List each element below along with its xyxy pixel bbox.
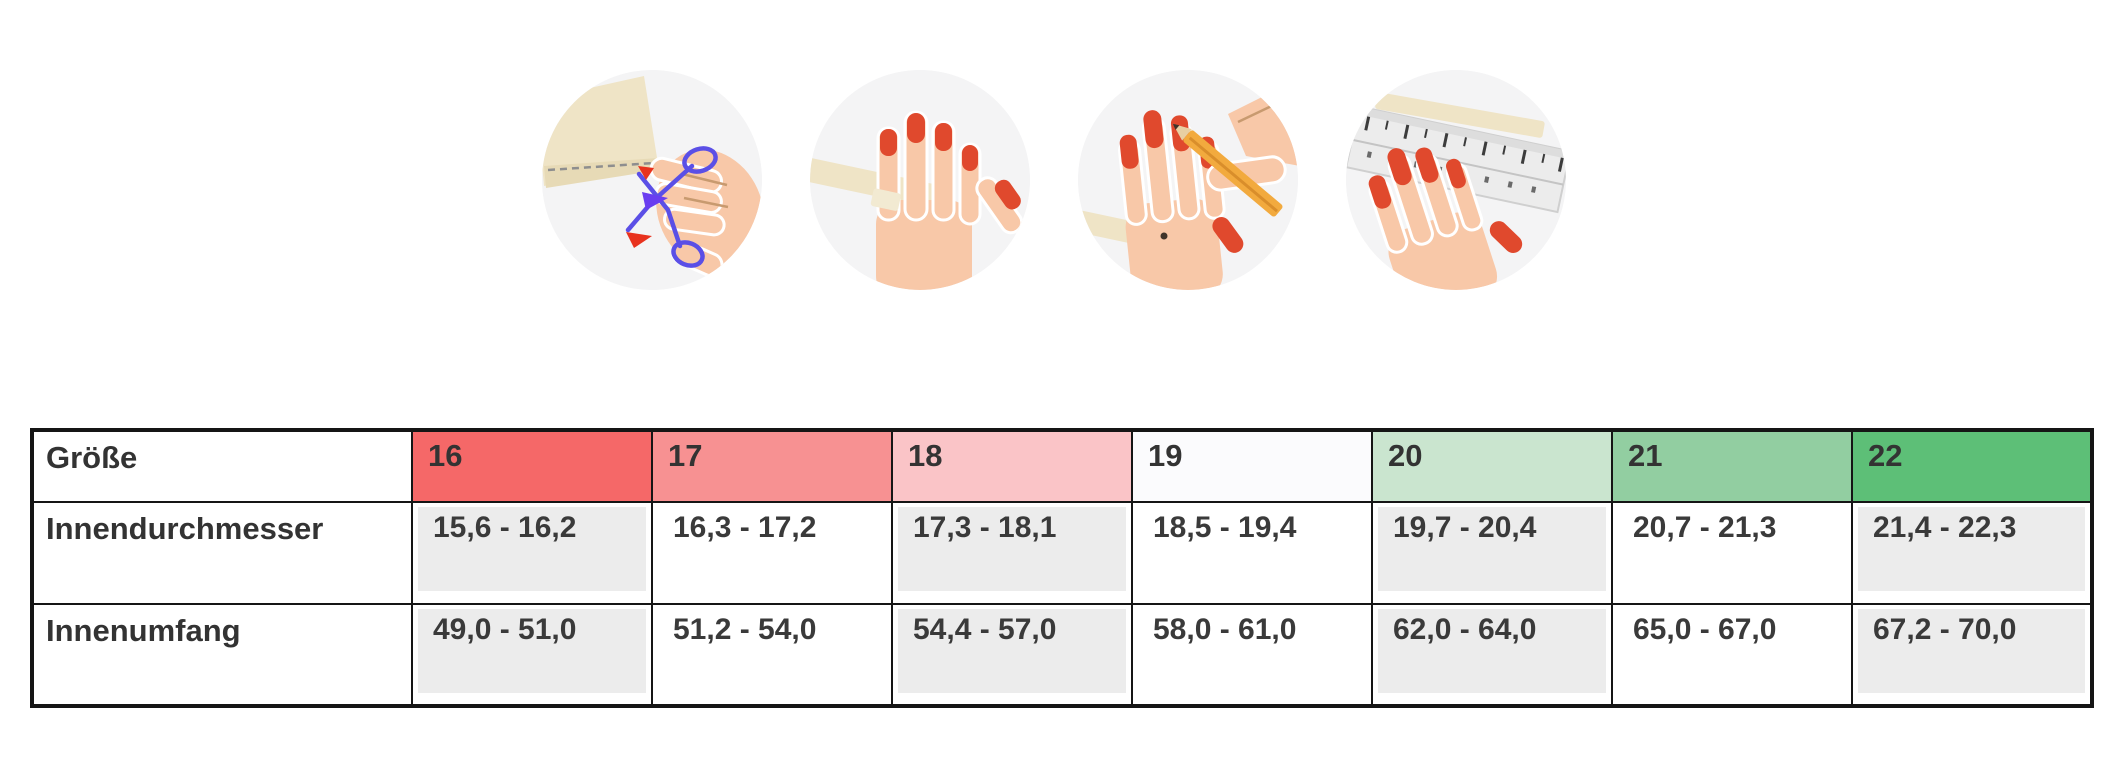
step-measure-strip: [1346, 70, 1566, 290]
pencil-mark-strip-icon: [1078, 70, 1298, 290]
diameter-value-20: 19,7 - 20,4: [1378, 507, 1606, 591]
circumference-value-21: 65,0 - 67,0: [1633, 613, 1777, 646]
ring-size-table: Größe 16 17 18 19 20 21 22 Innendurchmes…: [30, 428, 2094, 708]
diameter-value-22: 21,4 - 22,3: [1858, 507, 2085, 591]
size-header-20: 20: [1371, 429, 1613, 503]
circumference-value-16: 49,0 - 51,0: [418, 609, 646, 693]
step-mark-strip: [1078, 70, 1298, 290]
measuring-instructions-strip: [542, 70, 1566, 290]
corner-header-groesse: Größe: [31, 429, 413, 503]
circumference-value-18: 54,4 - 57,0: [898, 609, 1126, 693]
row-label-innenumfang: Innenumfang: [31, 603, 413, 707]
inner-circumference-row: Innenumfang 49,0 - 51,0 51,2 - 54,0 54,4…: [31, 603, 2093, 707]
size-header-21: 21: [1611, 429, 1853, 503]
step-wrap-strip: [810, 70, 1030, 290]
size-header-18: 18: [891, 429, 1133, 503]
inner-diameter-row: Innendurchmesser 15,6 - 16,2 16,3 - 17,2…: [31, 501, 2093, 605]
diameter-value-16: 15,6 - 16,2: [418, 507, 646, 591]
circumference-value-20: 62,0 - 64,0: [1378, 609, 1606, 693]
ruler-measure-strip-icon: [1346, 70, 1566, 290]
step-cut-strip: [542, 70, 762, 290]
size-header-16: 16: [411, 429, 653, 503]
size-header-17: 17: [651, 429, 893, 503]
row-label-innendurchmesser: Innendurchmesser: [31, 501, 413, 605]
diameter-value-21: 20,7 - 21,3: [1633, 511, 1777, 544]
diameter-value-18: 17,3 - 18,1: [898, 507, 1126, 591]
scissors-cut-paper-strip-icon: [542, 70, 762, 290]
strip-around-finger-icon: [810, 70, 1030, 290]
size-header-19: 19: [1131, 429, 1373, 503]
diameter-value-17: 16,3 - 17,2: [673, 511, 817, 544]
circumference-value-17: 51,2 - 54,0: [673, 613, 817, 646]
circumference-value-19: 58,0 - 61,0: [1153, 613, 1297, 646]
circumference-value-22: 67,2 - 70,0: [1858, 609, 2085, 693]
size-header-22: 22: [1851, 429, 2093, 503]
diameter-value-19: 18,5 - 19,4: [1153, 511, 1297, 544]
table-header-row: Größe 16 17 18 19 20 21 22: [31, 429, 2093, 503]
ring-size-table-container: Größe 16 17 18 19 20 21 22 Innendurchmes…: [30, 428, 2094, 708]
